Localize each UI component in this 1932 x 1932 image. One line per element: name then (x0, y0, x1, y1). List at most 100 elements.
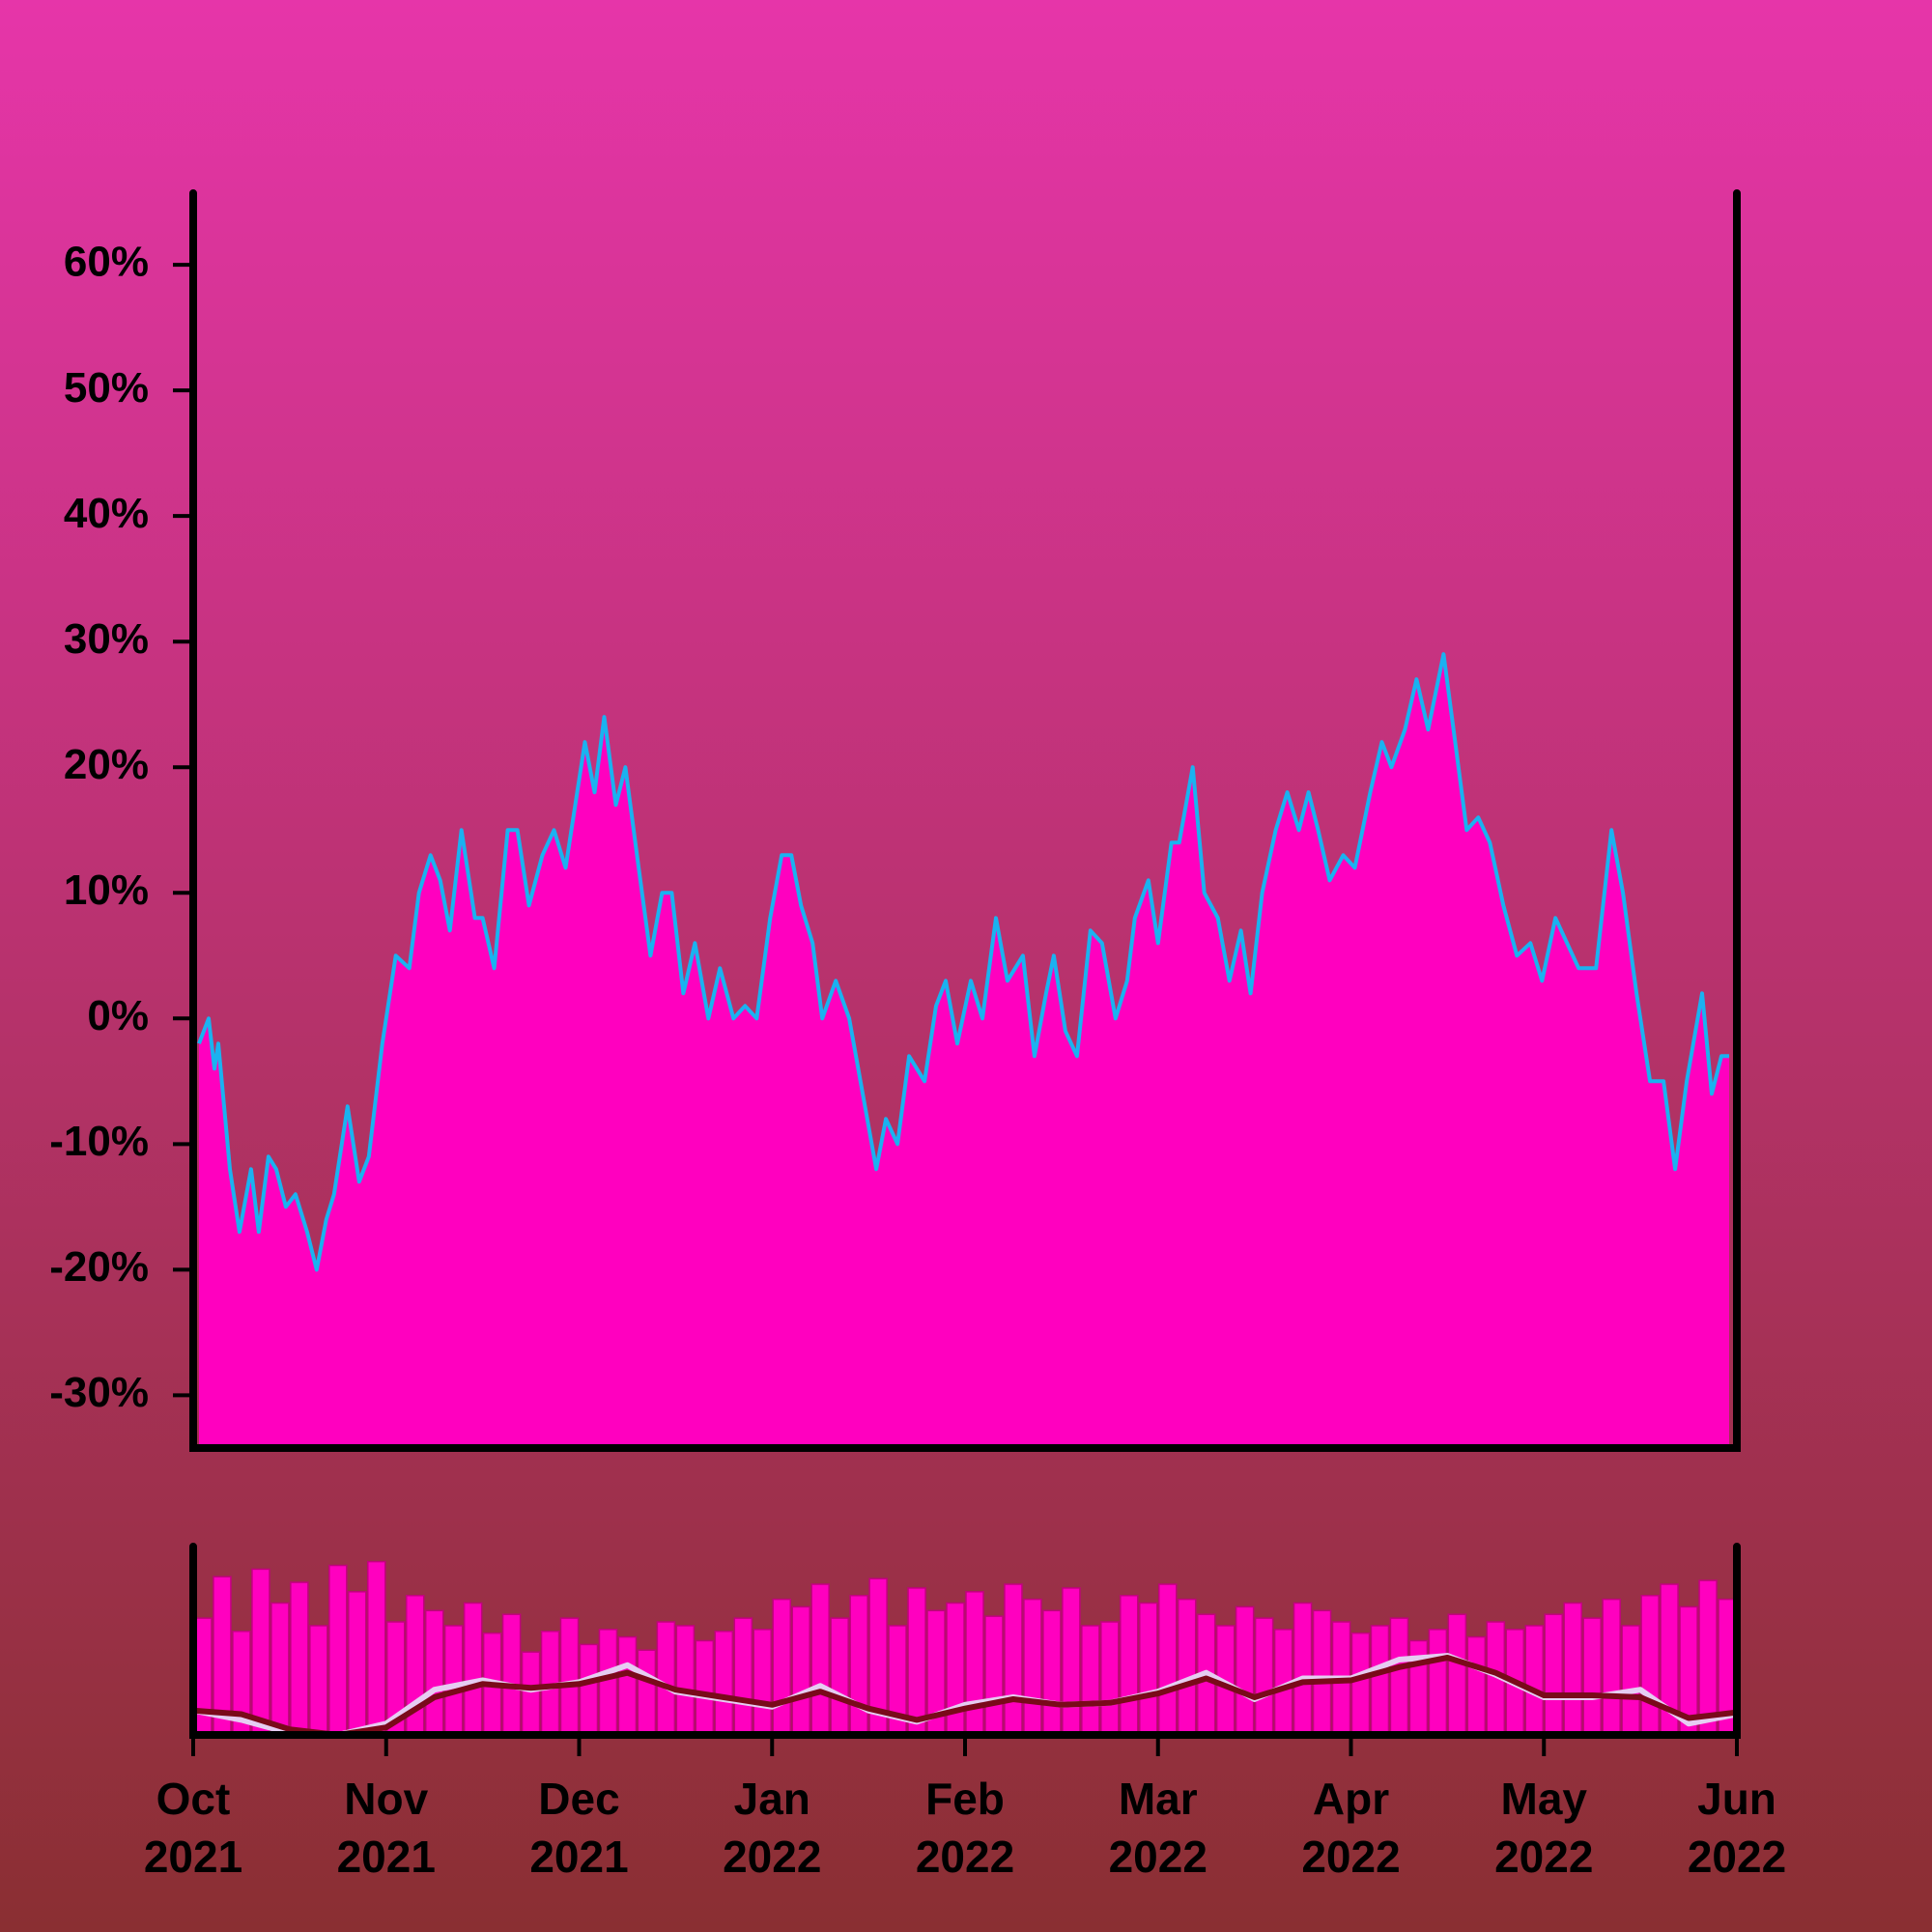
bar (965, 1591, 984, 1736)
bar (1602, 1598, 1621, 1736)
x-tick-label: Feb 2022 (916, 1774, 1014, 1882)
y-tick-label: 50% (64, 364, 149, 412)
bar (1563, 1602, 1582, 1736)
bar (1293, 1602, 1313, 1736)
y-tick-label: 20% (64, 741, 149, 788)
bar (1139, 1602, 1158, 1736)
bar (1447, 1613, 1467, 1736)
x-tick-label: Jan 2022 (723, 1774, 821, 1882)
axis-frame (189, 1543, 1741, 1739)
x-tick-label-line: 2022 (1494, 1832, 1593, 1882)
x-tick-label-line: Feb (925, 1774, 1005, 1824)
x-tick-label: Mar 2022 (1109, 1774, 1208, 1882)
x-tick-label-line: Oct (156, 1774, 231, 1824)
x-tick-label-line: Apr (1313, 1774, 1389, 1824)
line (197, 652, 1729, 1272)
y-tick-label: 40% (64, 490, 149, 537)
x-tick-label-line: 2021 (144, 1832, 242, 1882)
bar (1428, 1629, 1448, 1736)
y-tick-label: 0% (87, 992, 149, 1039)
bar (984, 1615, 1004, 1736)
bar (1235, 1605, 1255, 1736)
x-tick-label-line: 2022 (916, 1832, 1014, 1882)
x-tick-label-line: 2022 (1109, 1832, 1208, 1882)
bar (521, 1651, 541, 1736)
bar (1544, 1613, 1563, 1736)
y-tick-label: -10% (49, 1118, 149, 1165)
bar (753, 1629, 773, 1736)
bar (617, 1635, 638, 1736)
x-tick-label-line: 2022 (1301, 1832, 1400, 1882)
bar (598, 1629, 618, 1736)
bar (1023, 1598, 1042, 1736)
x-tick-label-line: May (1501, 1774, 1588, 1824)
x-tick-label-line: Dec (538, 1774, 619, 1824)
bar (1100, 1621, 1120, 1736)
bar (1157, 1583, 1178, 1736)
bar (675, 1625, 696, 1736)
bar (1312, 1609, 1332, 1736)
bar (810, 1583, 830, 1736)
x-tick-label: Jun 2022 (1688, 1774, 1786, 1882)
bar (367, 1560, 386, 1736)
y-tick-label: -20% (49, 1243, 149, 1291)
bar (1062, 1587, 1081, 1736)
bar (1640, 1594, 1660, 1736)
bar (443, 1625, 464, 1736)
x-tick-label-line: Mar (1119, 1774, 1198, 1824)
bar (907, 1587, 926, 1736)
x-tick-label: Dec 2021 (529, 1774, 628, 1882)
axis-frame (189, 189, 1741, 1452)
trend-line (192, 1655, 1738, 1738)
x-tick-label-line: 2021 (529, 1832, 628, 1882)
bar (1698, 1579, 1718, 1736)
x-tick-label-line: 2021 (337, 1832, 436, 1882)
bar (1466, 1635, 1487, 1736)
bar (1524, 1625, 1545, 1736)
x-tick-label-line: Nov (344, 1774, 428, 1824)
bar (656, 1621, 676, 1736)
y-tick-label: -30% (49, 1369, 149, 1416)
bar (1081, 1625, 1100, 1736)
y-tick-label: 60% (64, 239, 149, 286)
bar (1582, 1617, 1602, 1736)
bar (1350, 1632, 1371, 1736)
bar (830, 1617, 849, 1736)
bar (714, 1631, 734, 1736)
x-tick-label: Apr 2022 (1301, 1774, 1400, 1882)
y-tick-label: 30% (64, 615, 149, 663)
bar (1042, 1609, 1062, 1736)
bar (270, 1602, 290, 1736)
bar (772, 1598, 791, 1736)
bar (463, 1602, 483, 1736)
x-tick-label: Nov 2021 (337, 1774, 436, 1882)
x-tick-label-line: Jan (734, 1774, 810, 1824)
bar (348, 1591, 367, 1736)
bar (579, 1643, 599, 1736)
bar (424, 1609, 444, 1736)
x-tick-label-line: Jun (1697, 1774, 1776, 1824)
bar (849, 1594, 868, 1736)
bar (309, 1625, 328, 1736)
bar (637, 1649, 657, 1736)
bar (1120, 1594, 1139, 1736)
y-tick-label: 10% (64, 867, 149, 914)
bar (501, 1613, 522, 1736)
area (199, 654, 1729, 1448)
bar (559, 1617, 580, 1736)
bar (251, 1568, 270, 1736)
bar (1621, 1625, 1640, 1736)
bar (695, 1639, 715, 1736)
bar (791, 1605, 810, 1736)
bar (733, 1617, 753, 1736)
x-tick-label-line: 2022 (723, 1832, 821, 1882)
bar (1004, 1583, 1023, 1736)
x-tick-label: Oct 2021 (144, 1774, 242, 1882)
bar (1177, 1598, 1197, 1736)
x-tick-label-line: 2022 (1688, 1832, 1786, 1882)
bar (1370, 1625, 1390, 1736)
bar (1389, 1617, 1409, 1736)
bar (328, 1564, 348, 1736)
